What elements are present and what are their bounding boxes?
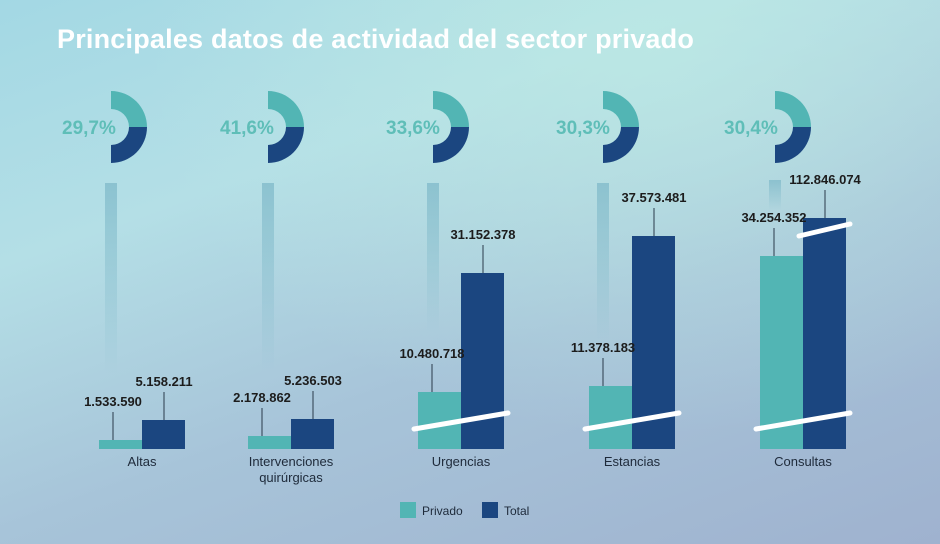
legend-swatch-privado [400,502,416,518]
legend-label-privado: Privado [422,504,463,518]
value-privado-intervenciones: 2.178.862 [233,390,291,405]
share-label-urgencias: 33,6% [386,118,440,139]
category-label-altas: Altas [128,454,157,469]
decorative-strip-estancias [597,183,609,343]
share-ring-privado-altas [111,91,147,127]
category-label-intervenciones: Intervenciones quirúrgicas [249,454,334,485]
value-total-intervenciones: 5.236.503 [284,373,342,388]
category-label-consultas: Consultas [774,454,832,469]
value-privado-urgencias: 10.480.718 [399,346,464,361]
bar-privado-intervenciones [248,436,291,449]
decorative-strip-consultas [769,180,781,210]
share-label-altas: 29,7% [62,118,116,139]
bar-total-urgencias [461,273,504,449]
share-ring-rest-consultas [775,127,811,163]
bar-privado-consultas [760,256,803,449]
share-ring-rest-altas [111,127,147,163]
share-label-intervenciones: 41,6% [220,118,274,139]
bar-total-altas [142,420,185,449]
share-label-estancias: 30,3% [556,118,610,139]
share-ring-privado-urgencias [433,91,469,127]
decorative-strip-altas [105,183,117,373]
value-privado-altas: 1.533.590 [84,394,142,409]
value-total-urgencias: 31.152.378 [450,227,515,242]
decorative-strip-urgencias [427,183,439,333]
axis-break-estancias [582,410,682,432]
category-label-urgencias: Urgencias [432,454,491,469]
share-ring-privado-estancias [603,91,639,127]
legend-swatch-total [482,502,498,518]
value-total-altas: 5.158.211 [135,374,192,389]
axis-break-total-consultas [796,221,853,239]
value-privado-estancias: 11.378.183 [571,340,635,355]
bar-privado-estancias [589,386,632,449]
page-title: Principales datos de actividad del secto… [57,24,695,54]
value-total-estancias: 37.573.481 [621,190,686,205]
axis-break-urgencias [411,410,511,432]
legend-label-total: Total [504,504,529,518]
bar-total-intervenciones [291,419,334,449]
decorative-strip-intervenciones [262,183,274,373]
axis-break-consultas [753,410,853,432]
value-privado-consultas: 34.254.352 [741,210,806,225]
share-ring-rest-intervenciones [268,127,304,163]
share-label-consultas: 30,4% [724,118,778,139]
category-label-estancias: Estancias [604,454,661,469]
share-ring-rest-urgencias [433,127,469,163]
share-ring-privado-intervenciones [268,91,304,127]
share-ring-privado-consultas [775,91,811,127]
bar-privado-altas [99,440,142,449]
value-total-consultas: 112.846.074 [789,172,861,187]
bar-total-consultas [803,218,846,449]
share-ring-rest-estancias [603,127,639,163]
